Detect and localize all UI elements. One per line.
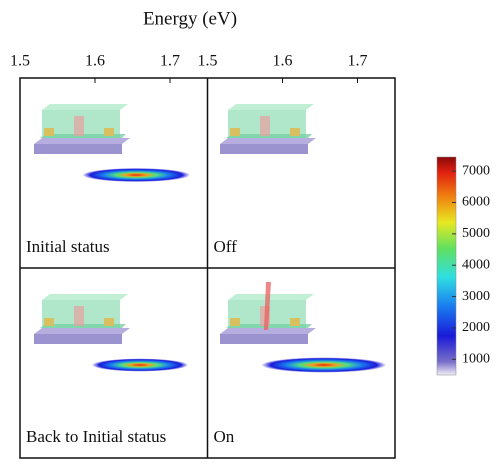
x-tick-label: 1.7: [348, 53, 368, 70]
panel-label: Back to Initial status: [26, 427, 166, 446]
panel-label: Off: [214, 237, 238, 256]
laser-beam: [264, 282, 271, 330]
colorbar: [436, 156, 457, 376]
emission-spot: [261, 357, 387, 373]
device-illustration: [34, 104, 130, 154]
x-tick-label: 1.6: [85, 53, 105, 70]
colorbar-tick-label: 5000: [462, 226, 490, 241]
device-illustration: [220, 104, 316, 154]
colorbar-tick-label: 4000: [462, 257, 490, 272]
plot-area: [82, 168, 387, 373]
device-illustration: [34, 294, 130, 344]
colorbar-tick-label: 1000: [462, 352, 490, 367]
axis-title: Energy (eV): [143, 8, 237, 29]
panel-label: On: [214, 427, 235, 446]
panel-label: Initial status: [26, 237, 110, 256]
x-tick-label: 1.6: [273, 53, 293, 70]
x-tick-label: 1.7: [160, 53, 180, 70]
x-tick-label: 1.5: [10, 53, 30, 70]
colorbar-tick-label: 6000: [462, 195, 490, 210]
colorbar-tick-label: 7000: [462, 163, 490, 178]
colorbar-tick-label: 3000: [462, 289, 490, 304]
x-tick-label: 1.5: [198, 53, 218, 70]
colorbar-tick-label: 2000: [462, 320, 490, 335]
emission-spot: [82, 168, 191, 182]
emission-spot: [91, 358, 189, 372]
